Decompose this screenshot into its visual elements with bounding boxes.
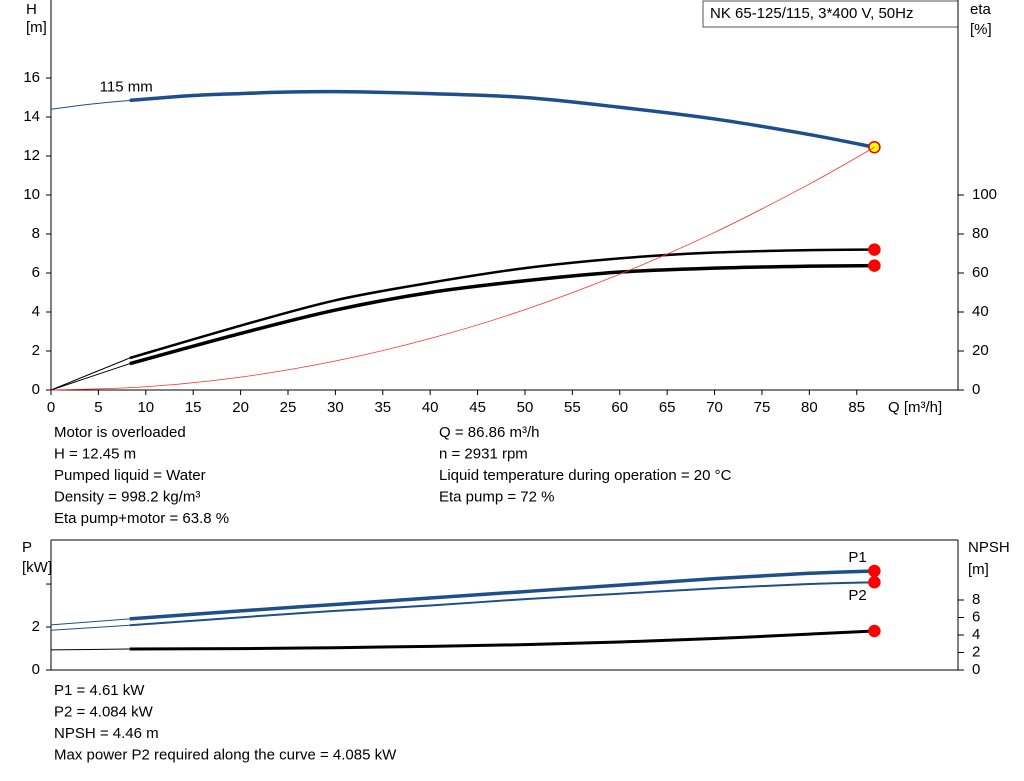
y2-axis-label: eta — [970, 1, 992, 18]
x-tick-label: 70 — [706, 399, 723, 416]
operating-point — [868, 259, 881, 272]
x-tick-label: 10 — [137, 399, 154, 416]
x-tick-label: 75 — [754, 399, 771, 416]
y2-axis-label: [m] — [968, 561, 989, 578]
info-text: Q = 86.86 m³/h — [439, 424, 539, 441]
info-text: Eta pump+motor = 63.8 % — [54, 510, 229, 527]
x-tick-label: 0 — [47, 399, 55, 416]
curve — [50, 99, 130, 110]
info-text: Max power P2 required along the curve = … — [54, 746, 397, 763]
x-tick-label: 45 — [469, 399, 486, 416]
y2-tick-label: 0 — [972, 381, 980, 398]
series-label: P2 — [848, 587, 866, 604]
x-tick-label: 50 — [517, 399, 534, 416]
y-tick-label: 12 — [23, 147, 40, 164]
curve — [129, 248, 875, 360]
info-text: Density = 998.2 kg/m³ — [54, 488, 200, 505]
y2-tick-label: 60 — [972, 264, 989, 281]
info-text: Liquid temperature during operation = 20… — [439, 467, 732, 484]
y2-tick-label: 8 — [972, 591, 980, 608]
y-tick-label: 8 — [32, 225, 40, 242]
x-axis-label: Q [m³/h] — [888, 399, 942, 416]
curve — [50, 624, 130, 631]
y2-axis-label: [%] — [970, 21, 992, 38]
series-label: P1 — [848, 549, 866, 566]
curve — [50, 363, 130, 391]
series-label: 115 mm — [100, 78, 153, 95]
info-text: H = 12.45 m — [54, 445, 136, 462]
operating-point — [868, 624, 881, 638]
info-text: P1 = 4.61 kW — [54, 682, 145, 699]
x-tick-label: 15 — [185, 399, 202, 416]
curve — [129, 629, 875, 651]
info-text: P2 = 4.084 kW — [54, 703, 154, 720]
curve — [50, 648, 130, 651]
y2-tick-label: 20 — [972, 342, 989, 359]
x-tick-label: 35 — [374, 399, 391, 416]
y-tick-label: 6 — [32, 264, 40, 281]
operating-point — [868, 575, 881, 589]
y-tick-label: 2 — [32, 342, 40, 359]
y-tick-label: 0 — [32, 661, 40, 678]
y2-tick-label: 80 — [972, 225, 989, 242]
y-axis-label: [kW] — [22, 559, 52, 576]
y2-tick-label: 2 — [972, 643, 980, 660]
curve — [50, 357, 130, 391]
x-tick-label: 5 — [94, 399, 102, 416]
y2-tick-label: 0 — [972, 661, 980, 678]
title: NK 65-125/115, 3*400 V, 50Hz — [710, 5, 913, 22]
x-tick-label: 55 — [564, 399, 581, 416]
curve — [129, 581, 875, 627]
y-tick-label: 10 — [23, 186, 40, 203]
y2-tick-label: 100 — [972, 186, 997, 203]
y2-axis-label: NPSH — [968, 539, 1010, 556]
curve — [50, 618, 130, 626]
y-tick-label: 0 — [32, 381, 40, 398]
y-axis-label: [m] — [26, 19, 47, 36]
info-text: Motor is overloaded — [54, 424, 186, 441]
y-tick-label: 2 — [32, 618, 40, 635]
title-box — [702, 0, 959, 28]
x-tick-label: 25 — [280, 399, 297, 416]
x-tick-label: 65 — [659, 399, 676, 416]
curve — [129, 569, 875, 621]
y-tick-label: 14 — [23, 108, 40, 125]
curve — [129, 263, 875, 366]
curve — [129, 89, 875, 149]
info-text: NPSH = 4.46 m — [54, 725, 159, 742]
info-text: Eta pump = 72 % — [439, 488, 555, 505]
operating-point — [868, 243, 881, 256]
info-text: Pumped liquid = Water — [54, 467, 206, 484]
y-axis-label: P — [22, 539, 32, 556]
x-tick-label: 80 — [801, 399, 818, 416]
info-text: n = 2931 rpm — [439, 445, 528, 462]
curve — [50, 146, 875, 391]
y2-tick-label: 40 — [972, 303, 989, 320]
y-tick-label: 4 — [32, 303, 40, 320]
x-tick-label: 60 — [611, 399, 628, 416]
y2-tick-label: 6 — [972, 608, 980, 625]
y-tick-label: 16 — [23, 69, 40, 86]
y2-tick-label: 4 — [972, 626, 980, 643]
operating-point — [868, 564, 881, 578]
x-tick-label: 40 — [422, 399, 439, 416]
x-tick-label: 20 — [232, 399, 249, 416]
x-tick-label: 85 — [848, 399, 865, 416]
x-tick-label: 30 — [327, 399, 344, 416]
y-axis-label: H — [26, 1, 37, 18]
